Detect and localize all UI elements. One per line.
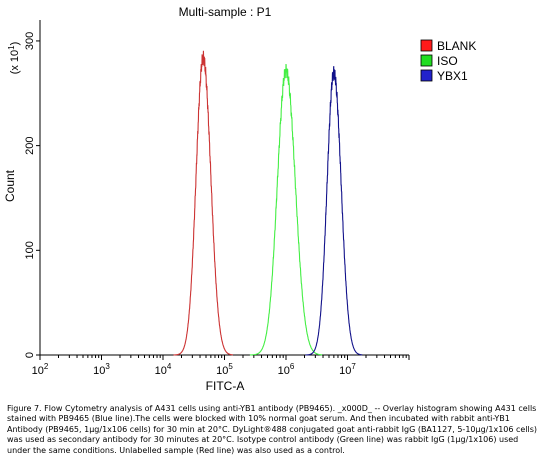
legend-label-blank: BLANK	[437, 39, 476, 53]
flow-cytometry-chart: Multi-sample : P1 (x 101) Count FITC-A 0…	[3, 5, 477, 393]
y-tick-label: 300	[24, 32, 36, 50]
legend-swatch-ybx1	[420, 69, 433, 82]
figure-caption: Figure 7. Flow Cytometry analysis of A43…	[7, 404, 538, 455]
chart-title: Multi-sample : P1	[179, 5, 272, 19]
y-tick-label: 100	[24, 241, 36, 259]
y-axis-label: Count	[3, 169, 17, 202]
x-tick-label: 105	[216, 362, 233, 377]
x-tick-label: 103	[93, 362, 110, 377]
legend-label-ybx1: YBX1	[437, 69, 468, 83]
x-axis-label: FITC-A	[206, 379, 245, 393]
x-tick-label: 102	[32, 362, 49, 377]
y-tick-label: 200	[24, 136, 36, 154]
legend-swatch-iso	[420, 54, 433, 67]
series-layer	[173, 50, 363, 356]
series-line-iso	[249, 63, 323, 356]
series-line-blank	[173, 50, 233, 356]
y-multiplier-label: (x 101)	[7, 42, 21, 75]
series-line-ybx1	[305, 66, 363, 356]
legend-swatch-blank	[420, 39, 433, 52]
x-tick-label: 107	[339, 362, 356, 377]
x-tick-label: 106	[278, 362, 295, 377]
legend-label-iso: ISO	[437, 54, 458, 68]
x-tick-label: 104	[155, 362, 172, 377]
axes-layer: 0 100 200 300 102 103 104 105 106 107	[24, 32, 410, 377]
y-tick-label: 0	[24, 352, 36, 358]
